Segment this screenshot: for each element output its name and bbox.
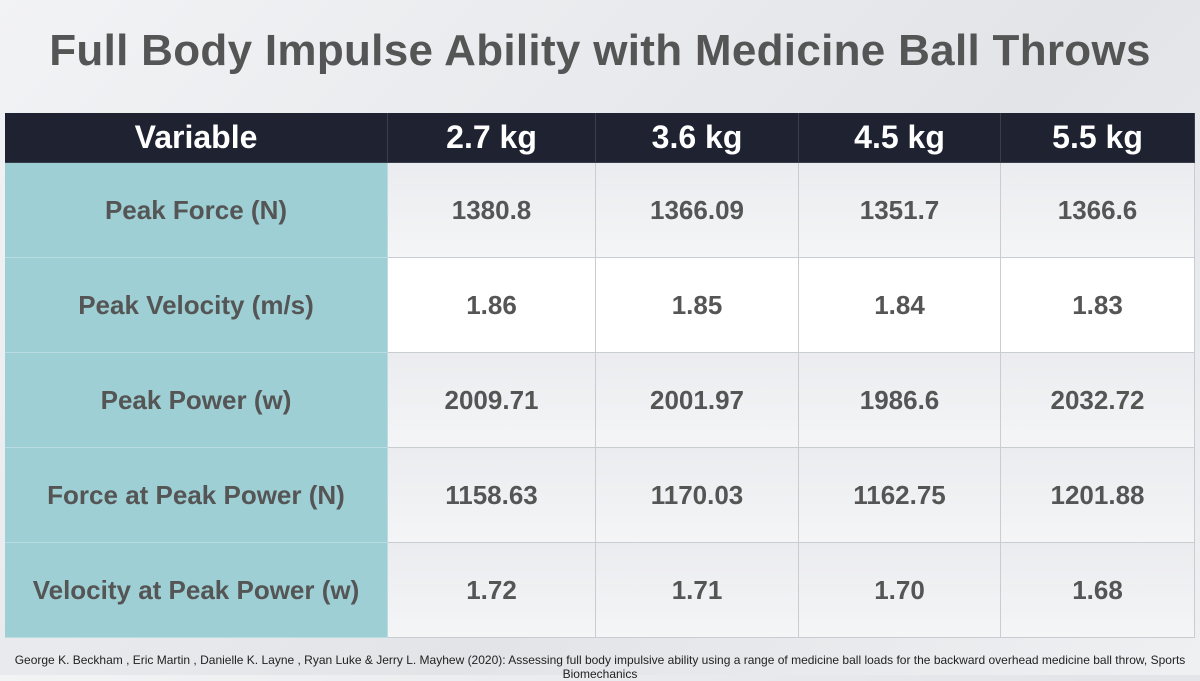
header-cell: 5.5 kg [1001, 113, 1195, 163]
value-cell: 2032.72 [1001, 353, 1195, 448]
header-cell: Variable [5, 113, 388, 163]
row-label: Force at Peak Power (N) [5, 448, 388, 543]
value-cell: 1.83 [1001, 258, 1195, 353]
row-label: Velocity at Peak Power (w) [5, 543, 388, 638]
data-table: Variable 2.7 kg 3.6 kg 4.5 kg 5.5 kg Peak For… [5, 113, 1195, 638]
header-cell: 4.5 kg [799, 113, 1001, 163]
row-label: Peak Force (N) [5, 163, 388, 258]
value-cell: 1351.7 [799, 163, 1001, 258]
value-cell: 1.72 [388, 543, 596, 638]
row-label: Peak Power (w) [5, 353, 388, 448]
value-cell: 1.70 [799, 543, 1001, 638]
value-cell: 2001.97 [596, 353, 799, 448]
value-cell: 1170.03 [596, 448, 799, 543]
value-cell: 1201.88 [1001, 448, 1195, 543]
citation: George K. Beckham , Eric Martin , Daniel… [14, 653, 1186, 681]
value-cell: 1366.09 [596, 163, 799, 258]
row-label: Peak Velocity (m/s) [5, 258, 388, 353]
value-cell: 1986.6 [799, 353, 1001, 448]
header-cell: 2.7 kg [388, 113, 596, 163]
value-cell: 1.85 [596, 258, 799, 353]
value-cell: 1158.63 [388, 448, 596, 543]
value-cell: 1.71 [596, 543, 799, 638]
header-cell: 3.6 kg [596, 113, 799, 163]
value-cell: 1.86 [388, 258, 596, 353]
value-cell: 1380.8 [388, 163, 596, 258]
value-cell: 1.68 [1001, 543, 1195, 638]
value-cell: 1366.6 [1001, 163, 1195, 258]
value-cell: 1162.75 [799, 448, 1001, 543]
value-cell: 2009.71 [388, 353, 596, 448]
value-cell: 1.84 [799, 258, 1001, 353]
slide-title: Full Body Impulse Ability with Medicine … [49, 26, 1151, 75]
